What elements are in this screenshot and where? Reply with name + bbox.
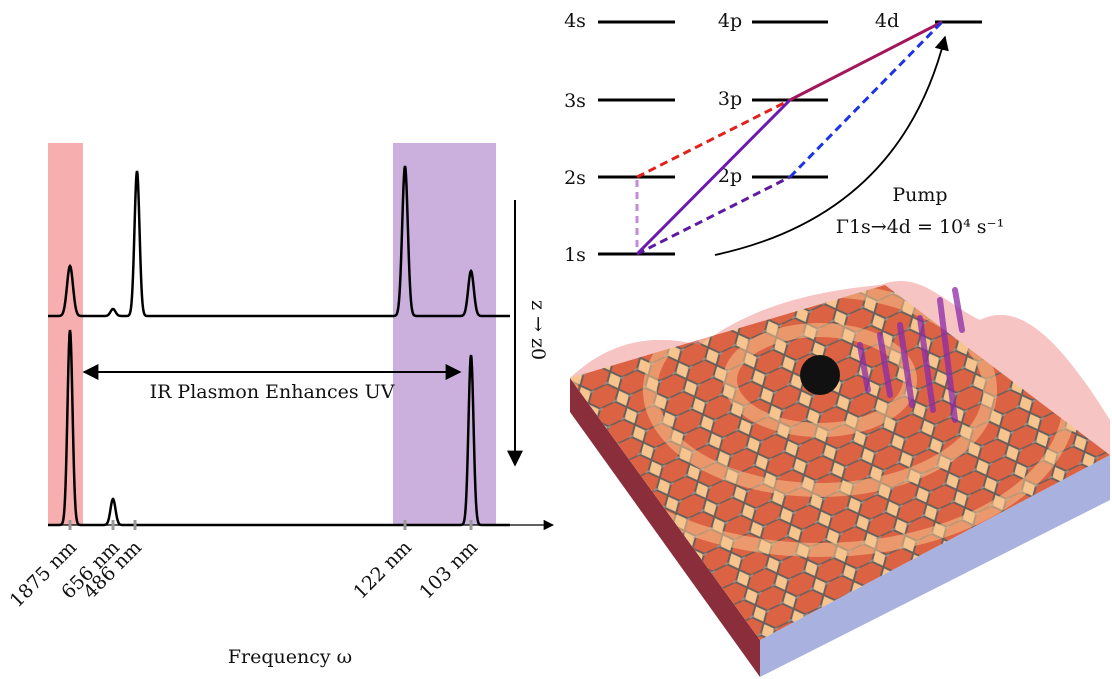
level-label: 2p xyxy=(718,165,742,187)
slab-front xyxy=(760,455,1110,677)
level-label: 4s xyxy=(564,10,586,32)
axis-ticks xyxy=(68,520,473,530)
level-label: 4p xyxy=(718,10,742,32)
level-label: 3p xyxy=(718,88,742,110)
level-label: 1s xyxy=(564,244,586,266)
annotation: IR Plasmon Enhances UV xyxy=(150,381,395,403)
graphene-illustration xyxy=(570,280,1110,677)
level-diagram: 4s 4p 4d 3s 3p 2s 2p 1s Pump Γ1s→4d = 10… xyxy=(564,10,1004,266)
spectrum-trace xyxy=(48,165,510,318)
level-label: 4d xyxy=(875,10,899,32)
slab-side xyxy=(570,378,760,677)
transition xyxy=(789,20,943,102)
level-label: 3s xyxy=(564,90,586,112)
field-surface xyxy=(570,280,1110,455)
transition xyxy=(636,98,791,179)
pump-rate: Γ1s→4d = 10⁴ s⁻¹ xyxy=(836,216,1004,238)
axis-label: Frequency ω xyxy=(228,646,352,668)
pump-label: Pump xyxy=(892,184,947,206)
transition xyxy=(635,98,792,256)
uv-band xyxy=(393,143,496,525)
emitter-atom xyxy=(800,355,840,395)
wavelength-label: 122 nm xyxy=(349,537,416,604)
wavelength-label: 103 nm xyxy=(415,537,482,604)
transition xyxy=(788,20,944,179)
pump-arrow xyxy=(714,35,949,256)
level-label: 2s xyxy=(564,167,586,189)
propagation-label: z → z0 xyxy=(527,300,549,360)
transition xyxy=(636,175,791,256)
emitter-field xyxy=(857,287,965,423)
spectrum-panel: 1875 nm 656 nm 486 nm 122 nm 103 nm IR P… xyxy=(6,143,555,668)
